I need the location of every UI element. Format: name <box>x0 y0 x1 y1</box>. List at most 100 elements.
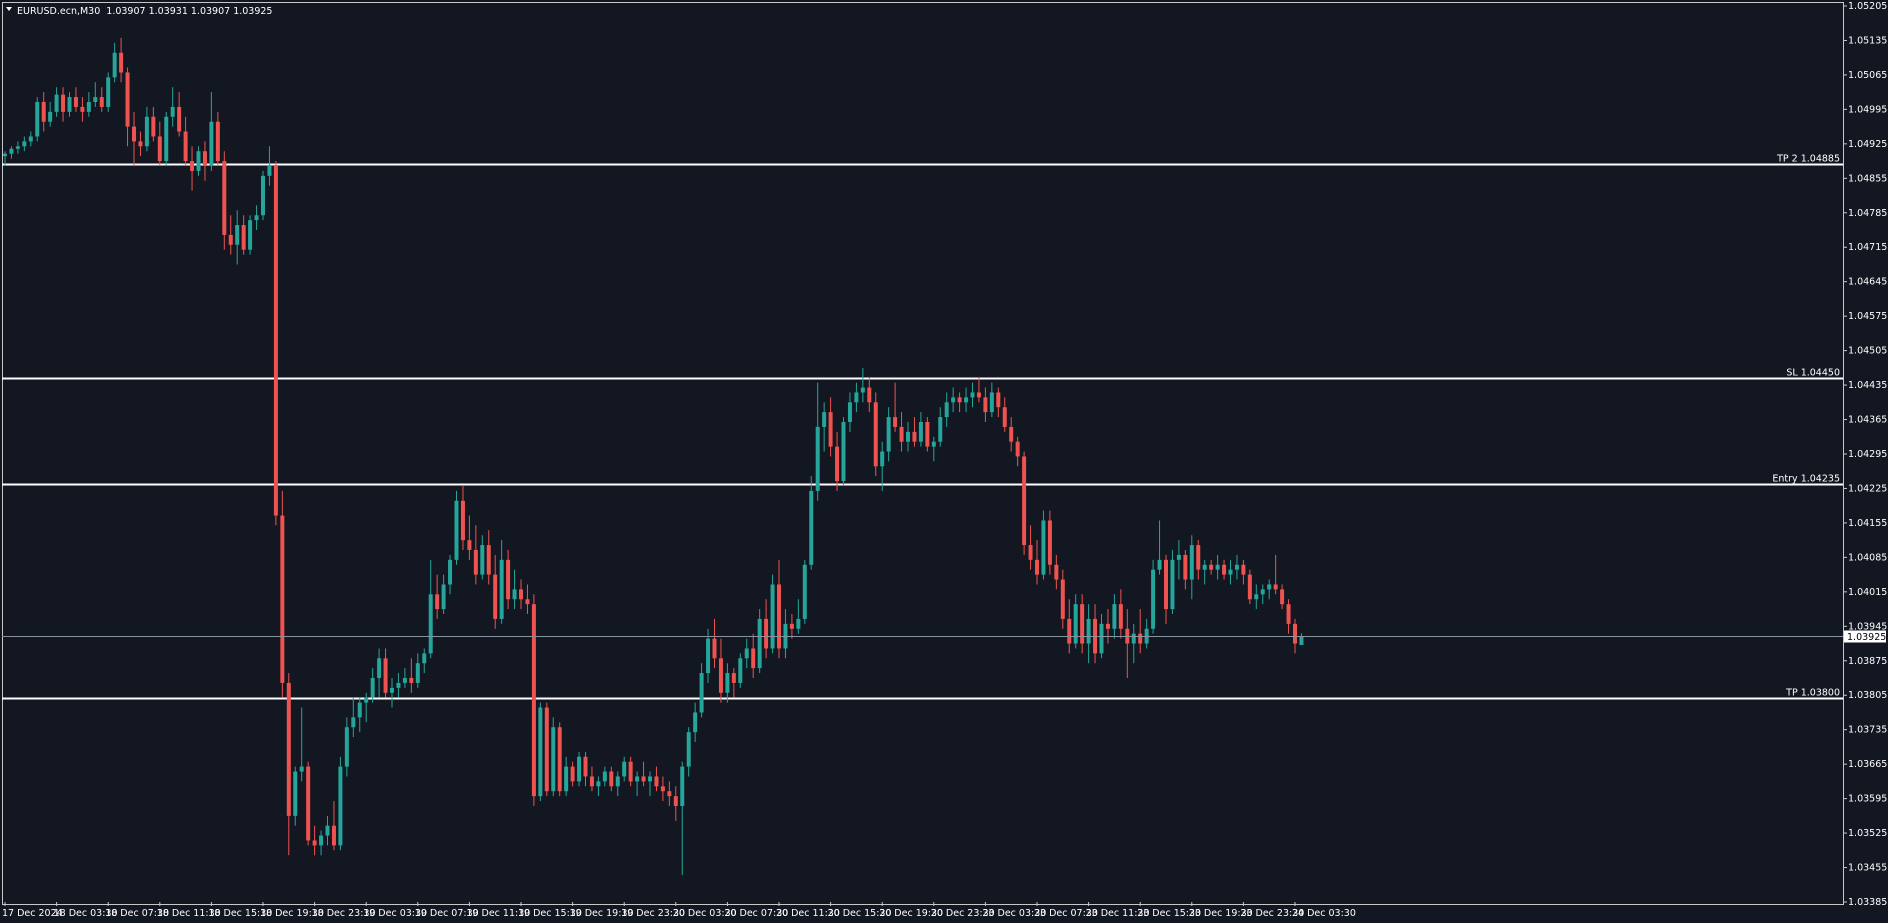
candle <box>183 116 188 166</box>
candle <box>138 131 143 157</box>
candle <box>976 377 981 403</box>
candle <box>738 653 743 688</box>
candle-body <box>1247 574 1252 600</box>
y-tick-label: 1.04085 <box>1848 552 1887 563</box>
candle <box>938 407 943 447</box>
candle-body <box>99 97 104 107</box>
x-tick-label: 20 Dec 23:30 <box>931 908 995 919</box>
y-tick-label: 1.03665 <box>1848 759 1887 770</box>
candle-body <box>828 412 833 447</box>
candle-body <box>693 712 698 733</box>
candle <box>1009 417 1014 452</box>
y-tick-label: 1.05065 <box>1848 70 1887 81</box>
candle-body <box>1002 407 1007 427</box>
candle <box>435 574 440 619</box>
candle-body <box>357 702 362 718</box>
y-tick-label: 1.04365 <box>1848 415 1887 426</box>
candle <box>847 392 852 432</box>
candle-body <box>867 387 872 403</box>
candle-body <box>312 840 317 846</box>
candle <box>338 756 343 851</box>
candle-body <box>280 515 285 683</box>
candle <box>828 397 833 457</box>
candle-body <box>248 220 253 250</box>
candle-body <box>1047 520 1052 565</box>
candle-body <box>1228 569 1233 575</box>
candle <box>544 702 549 797</box>
ohlc-readout: 1.03907 1.03931 1.03907 1.03925 <box>106 6 272 17</box>
candle-body <box>796 618 801 629</box>
candle <box>493 554 498 629</box>
candle-body <box>602 771 607 782</box>
candle <box>557 722 562 797</box>
candle-body <box>364 697 369 703</box>
candle <box>415 653 420 688</box>
y-tick-label: 1.03455 <box>1848 863 1887 874</box>
candle-body <box>1189 545 1194 580</box>
x-tick-label: 18 Dec 07:30 <box>105 908 169 919</box>
candle-body <box>847 402 852 422</box>
candle <box>983 387 988 422</box>
candle-body <box>648 776 652 782</box>
candle <box>641 761 646 787</box>
candle <box>1138 609 1143 654</box>
candle-body <box>41 102 46 122</box>
candle-body <box>293 771 298 816</box>
candle-body <box>15 146 20 149</box>
candle-body <box>261 175 265 216</box>
candle <box>1202 559 1207 585</box>
candle-body <box>764 618 769 649</box>
candle-body <box>486 545 491 575</box>
candle-body <box>164 116 169 162</box>
candle <box>196 146 201 176</box>
candle <box>860 367 865 403</box>
candle <box>1060 569 1065 629</box>
candle-body <box>757 618 762 669</box>
candle <box>802 559 807 624</box>
candle <box>293 766 298 826</box>
candle <box>351 697 356 738</box>
candle-body <box>944 402 949 418</box>
candle <box>357 697 362 733</box>
candle-body <box>1022 456 1027 546</box>
candle <box>473 525 478 585</box>
candle-body <box>583 756 588 777</box>
candle-body <box>228 234 233 245</box>
candle <box>615 771 620 797</box>
candle-body <box>893 417 898 427</box>
candle-body <box>912 431 917 442</box>
candle-body <box>964 397 969 403</box>
candle <box>119 38 124 83</box>
candle-body <box>28 136 33 142</box>
candle-body <box>112 52 117 78</box>
x-tick-label: 18 Dec 15:30 <box>208 908 272 919</box>
candle-body <box>1041 520 1046 575</box>
candle-body <box>67 97 72 112</box>
candle-body <box>615 776 620 787</box>
candle-body <box>654 776 659 787</box>
candle-body <box>454 500 459 560</box>
candle-body <box>1234 564 1239 570</box>
candle <box>1151 559 1156 634</box>
candle-body <box>667 791 672 797</box>
x-tick-label: 20 Dec 11:30 <box>776 908 840 919</box>
candle-body <box>1131 633 1136 644</box>
candle <box>1260 584 1265 605</box>
x-tick-label: 19 Dec 19:30 <box>570 908 634 919</box>
candle <box>41 92 46 132</box>
candle <box>699 663 704 718</box>
candle <box>777 559 781 659</box>
candle-body <box>286 682 291 816</box>
chevron-down-icon[interactable] <box>6 7 12 11</box>
candle <box>673 786 678 821</box>
candle-body <box>1196 545 1201 570</box>
candle-body <box>35 102 40 137</box>
candle <box>867 377 872 413</box>
level-label: TP 1.03800 <box>1785 688 1840 699</box>
candle-body <box>731 673 736 683</box>
candle-body <box>1164 559 1168 610</box>
candle <box>106 72 111 112</box>
y-tick-label: 1.04715 <box>1848 242 1887 253</box>
chart-header[interactable]: EURUSD.ecn,M30 1.03907 1.03931 1.03907 1… <box>6 6 272 17</box>
